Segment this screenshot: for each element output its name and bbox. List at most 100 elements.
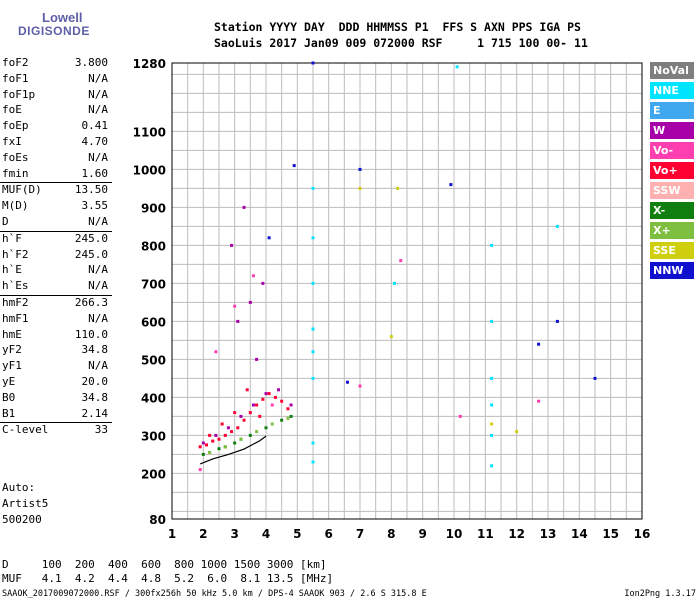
data-point xyxy=(490,319,494,323)
param-row: foE N/A xyxy=(0,103,112,119)
data-point xyxy=(396,186,400,190)
y-tick-label: 500 xyxy=(141,353,166,367)
auto-code: 500200 xyxy=(2,513,42,526)
param-value: N/A xyxy=(88,87,108,101)
data-point xyxy=(555,319,559,323)
param-value: 34.8 xyxy=(81,343,109,357)
legend-entry: NNW xyxy=(650,262,694,279)
data-point xyxy=(555,224,559,228)
data-point xyxy=(311,327,315,331)
legend-entry: SSE xyxy=(650,242,694,259)
data-point xyxy=(490,403,494,407)
param-label: fmin xyxy=(2,166,29,180)
x-tick-label: 6 xyxy=(324,527,332,541)
data-point xyxy=(389,335,393,339)
data-point xyxy=(311,376,315,380)
data-point xyxy=(217,437,221,441)
data-point xyxy=(289,403,293,407)
data-point xyxy=(449,183,453,187)
x-tick-label: 16 xyxy=(634,527,651,541)
param-value: 266.3 xyxy=(74,295,108,309)
data-point xyxy=(248,411,252,415)
param-label: foE xyxy=(2,103,22,117)
data-point xyxy=(258,414,262,418)
param-separator xyxy=(0,294,112,296)
data-point xyxy=(261,397,265,401)
param-value: 13.50 xyxy=(74,183,108,197)
data-point xyxy=(311,61,315,65)
param-row: fmin 1.60 xyxy=(0,167,112,183)
data-point xyxy=(358,167,362,171)
footer-d-row: D 100 200 400 600 800 1000 1500 3000 [km… xyxy=(2,558,327,571)
data-point xyxy=(211,439,215,443)
data-point xyxy=(230,243,234,247)
data-point xyxy=(490,243,494,247)
param-label: yF1 xyxy=(2,359,22,373)
param-label: C-level xyxy=(2,423,49,437)
data-point xyxy=(236,426,240,430)
data-point xyxy=(399,259,403,263)
legend-entry: NoVal xyxy=(650,62,694,79)
param-value: N/A xyxy=(88,359,108,373)
param-label: yF2 xyxy=(2,343,22,357)
param-row: B1 2.14 xyxy=(0,407,112,423)
data-point xyxy=(289,414,293,418)
data-point xyxy=(286,407,290,411)
param-row: foF1 N/A xyxy=(0,72,112,88)
param-label: foF1 xyxy=(2,71,29,85)
param-row: B0 34.8 xyxy=(0,391,112,407)
param-label: hmF1 xyxy=(2,311,29,325)
data-point xyxy=(311,186,315,190)
data-point xyxy=(490,422,494,426)
param-row: foEs N/A xyxy=(0,151,112,167)
param-row: h`E N/A xyxy=(0,263,112,279)
data-point xyxy=(220,422,224,426)
data-point xyxy=(226,426,230,430)
legend-entry: W xyxy=(650,122,694,139)
param-label: h`F xyxy=(2,231,22,245)
data-point xyxy=(292,164,296,168)
data-point xyxy=(490,433,494,437)
data-point xyxy=(204,443,208,447)
legend: NoVal NNE E W Vo- Vo+ SSW X- X+ SSE NNW xyxy=(650,62,694,282)
data-point xyxy=(458,414,462,418)
param-value: 4.70 xyxy=(81,134,109,148)
param-row: foF1p N/A xyxy=(0,88,112,104)
data-point xyxy=(198,468,202,472)
x-tick-label: 4 xyxy=(262,527,270,541)
param-label: h`E xyxy=(2,263,22,277)
y-tick-label: 1280 xyxy=(133,57,166,71)
footer-muf-row: MUF 4.1 4.2 4.4 4.8 5.2 6.0 8.1 13.5 [MH… xyxy=(2,572,334,585)
data-point xyxy=(217,447,221,451)
data-point xyxy=(248,300,252,304)
param-row: M(D) 3.55 xyxy=(0,199,112,215)
data-point xyxy=(267,236,271,240)
param-separator xyxy=(0,422,112,424)
param-value: N/A xyxy=(88,263,108,277)
param-separator xyxy=(0,182,112,184)
data-point xyxy=(537,342,541,346)
y-tick-label: 1000 xyxy=(133,163,166,177)
param-label: B0 xyxy=(2,390,16,404)
param-value: 34.8 xyxy=(81,390,109,404)
param-label: foF2 xyxy=(2,56,29,69)
y-tick-label: 1100 xyxy=(133,125,166,139)
x-tick-label: 9 xyxy=(418,527,426,541)
data-point xyxy=(270,403,274,407)
data-point xyxy=(239,414,243,418)
data-point xyxy=(251,274,255,278)
data-point xyxy=(233,441,237,445)
param-value: 33 xyxy=(94,423,108,437)
y-tick-label: 900 xyxy=(141,201,166,215)
data-point xyxy=(230,430,234,434)
param-value: 2.14 xyxy=(81,406,109,420)
param-value: 3.800 xyxy=(74,56,108,69)
data-point xyxy=(273,395,277,399)
x-tick-label: 8 xyxy=(387,527,395,541)
param-value: N/A xyxy=(88,71,108,85)
footer-file-line: SAAOK_2017009072000.RSF / 300fx256h 50 k… xyxy=(2,589,427,599)
x-tick-label: 15 xyxy=(602,527,619,541)
x-tick-label: 1 xyxy=(168,527,176,541)
data-point xyxy=(345,380,349,384)
y-tick-label: 800 xyxy=(141,239,166,253)
